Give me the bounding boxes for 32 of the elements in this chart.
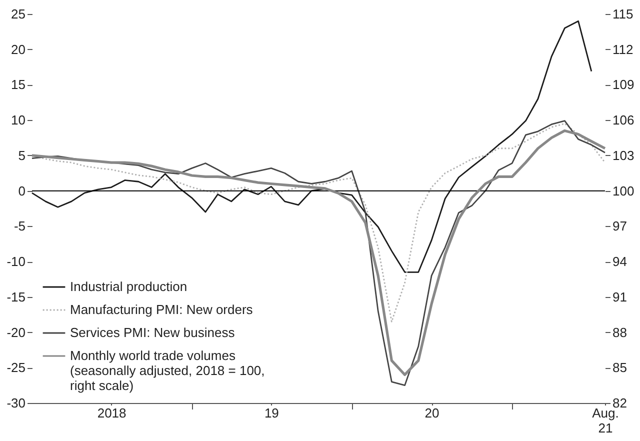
y-tick-label: 15 xyxy=(11,77,26,92)
y2-tick-label: 115 xyxy=(612,6,634,22)
x-tick-label: 20 xyxy=(424,406,440,420)
y2-tick-label: 100 xyxy=(612,183,634,198)
y2-tick-label: 103 xyxy=(612,148,634,163)
legend-label: Industrial production xyxy=(70,279,188,294)
y-tick-label: -20 xyxy=(6,324,26,340)
y-tick-label: 0 xyxy=(18,183,26,198)
y-tick-label: -5 xyxy=(14,218,26,234)
y2-tick-label: 85 xyxy=(612,360,627,376)
y-tick-label: 25 xyxy=(11,6,26,22)
y2-tick-label: 94 xyxy=(612,254,627,270)
y2-tick-label: 97 xyxy=(612,218,627,234)
y2-tick-label: 109 xyxy=(612,77,634,92)
y2-tick-label: 106 xyxy=(612,112,634,128)
legend-label: Monthly world trade volumes (seasonally adjusted, 2018 = 100, right scale) xyxy=(70,348,265,393)
y-tick-label: -15 xyxy=(6,289,26,304)
y-tick-label: 20 xyxy=(11,42,26,57)
y-tick-label: -10 xyxy=(6,254,26,270)
line-series xyxy=(31,20,592,273)
y-tick-label: -25 xyxy=(6,360,26,376)
y2-tick-label: 82 xyxy=(612,396,627,410)
y2-tick-label: 88 xyxy=(612,324,627,340)
y-tick-label: 10 xyxy=(11,112,26,128)
legend-label: Services PMI: New business xyxy=(70,325,236,340)
y-tick-label: -30 xyxy=(6,396,26,410)
x-tick-label: 19 xyxy=(264,406,279,420)
x-tick-label: 2018 xyxy=(97,406,126,420)
y2-tick-label: 112 xyxy=(612,42,634,57)
y-tick-label: 5 xyxy=(18,148,26,163)
y2-tick-label: 91 xyxy=(612,289,627,304)
legend-label: Manufacturing PMI: New orders xyxy=(70,302,254,317)
